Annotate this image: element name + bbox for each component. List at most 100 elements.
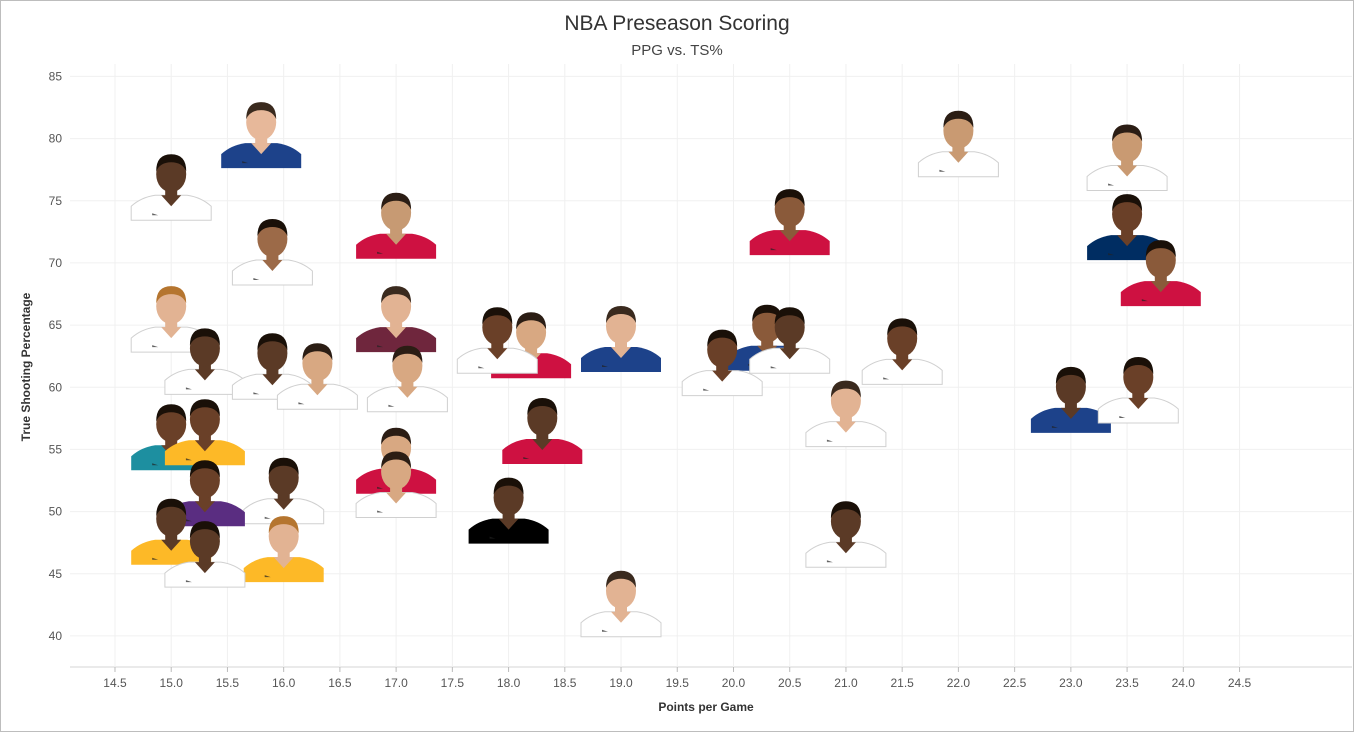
hair-shape [830,380,861,398]
jersey-shape [805,541,887,568]
neck-shape [835,421,856,433]
jersey-shape [243,498,325,525]
player-headshot-point [749,189,830,256]
hair-shape [482,307,513,325]
face-shape [156,406,187,443]
hair-shape [1145,240,1176,258]
player-headshot-point [468,477,549,544]
player-headshot-point [221,102,302,169]
neck-shape [194,440,215,452]
neck-shape [194,369,215,381]
neck-shape [161,195,182,207]
y-tick-label: 60 [49,380,63,394]
player-headshot-point [276,343,358,410]
x-tick-label: 21.0 [834,676,858,690]
y-tick-label: 40 [49,629,63,643]
hair-shape [516,312,547,330]
player-headshot-point [861,318,943,385]
neck-shape [1128,398,1149,409]
hair-shape [268,457,299,475]
x-tick-label: 17.5 [441,676,465,690]
hair-shape [381,192,412,210]
jersey-shape [355,492,437,518]
logo-mark [523,457,530,459]
face-shape [381,194,412,231]
logo-mark [770,366,777,369]
hair-shape [189,328,220,346]
logo-mark [826,560,833,563]
logo-mark [377,345,384,348]
hair-shape [707,329,738,347]
face-shape [482,309,513,346]
player-headshot-point [749,307,831,374]
face-shape [752,306,783,343]
neck-shape [779,230,800,242]
neck-shape [502,510,515,521]
neck-shape [161,327,182,339]
logo-mark [388,404,395,407]
logo-mark [377,251,384,254]
face-shape [1112,196,1143,233]
neck-shape [262,374,283,386]
hair-shape [752,304,783,322]
player-headshot-point [164,399,245,466]
player-headshot-point [231,219,313,286]
jersey-shape [581,347,661,372]
hair-shape [246,102,277,120]
y-axis-title: True Shooting Percentage [19,292,33,441]
neck-shape [1150,281,1171,293]
logo-mark [1141,299,1148,302]
player-headshot-point [356,286,437,353]
x-tick-label: 16.0 [272,676,296,690]
logo-mark [478,366,485,369]
face-shape [381,288,412,325]
jersey-shape [231,259,313,286]
hair-shape [606,570,636,588]
hair-shape [392,345,423,363]
jersey-shape [1030,407,1111,433]
player-headshot-point [243,457,325,525]
jersey-shape [221,143,302,169]
x-tick-label: 18.5 [553,676,577,690]
logo-mark [152,345,159,348]
face-shape [246,104,277,141]
data-points [130,102,1201,638]
neck-shape [1060,407,1081,419]
face-shape [887,320,918,357]
face-shape [257,335,288,372]
y-tick-label: 75 [49,194,63,208]
x-tick-label: 24.5 [1228,676,1252,690]
logo-mark [264,575,271,578]
face-shape [516,314,547,351]
face-shape [381,453,412,490]
x-tick-label: 23.0 [1059,676,1083,690]
y-tick-label: 55 [49,442,63,456]
x-tick-label: 14.5 [103,676,127,690]
x-tick-label: 22.5 [1003,676,1027,690]
logo-mark [602,365,608,367]
jersey-shape [1120,281,1201,307]
face-shape [943,112,974,149]
neck-shape [307,384,328,396]
hair-shape [381,286,412,304]
player-headshot-point [456,307,538,374]
hair-shape [257,333,288,351]
player-headshot-point [243,516,324,583]
neck-shape [712,370,733,382]
x-axis-ticks: 14.5 15.0 15.5 16.0 16.5 17.0 17.5 18.0 18.5 19.0… [103,667,1252,690]
neck-shape [386,233,407,245]
neck-shape [1117,165,1138,177]
logo-mark [489,536,496,539]
logo-mark [377,486,384,489]
neck-shape [386,492,407,504]
hair-shape [257,219,288,236]
neck-shape [194,501,215,513]
player-headshot-point [164,521,246,588]
neck-shape [397,386,418,398]
neck-shape [835,542,856,554]
hair-shape [1055,366,1086,384]
player-headshot-point [355,451,437,518]
face-shape [268,518,299,555]
face-shape [493,479,524,516]
logo-mark [264,516,271,519]
